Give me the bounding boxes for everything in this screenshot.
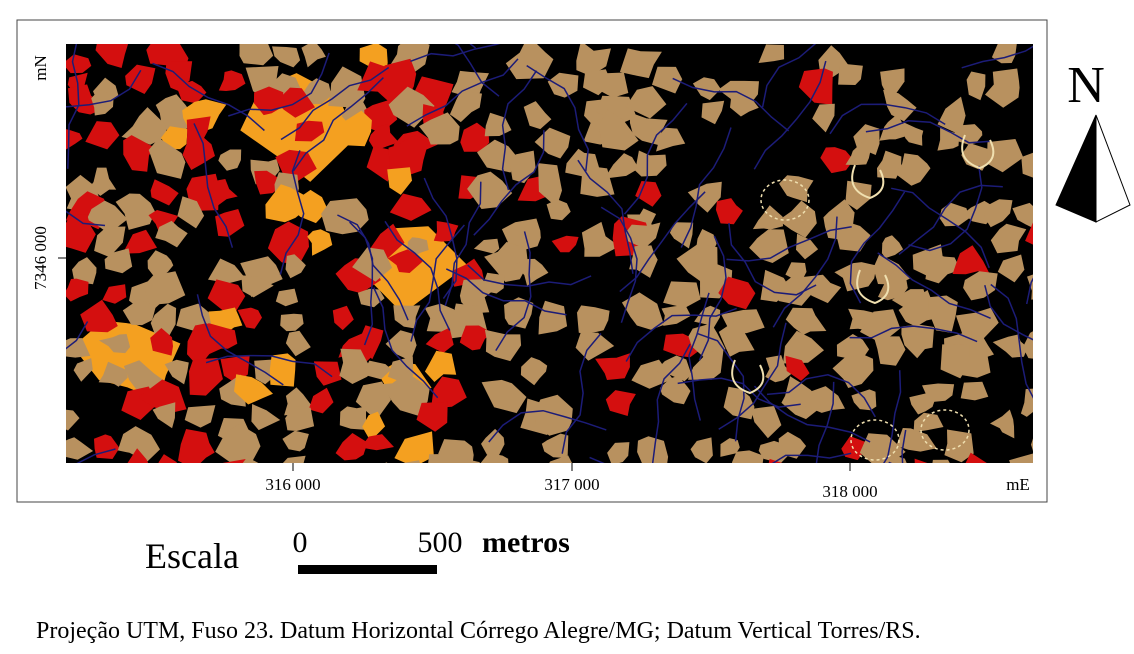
scale-title: Escala — [145, 536, 239, 576]
north-label: N — [1067, 57, 1105, 114]
land-parcel — [1033, 355, 1052, 381]
x-label: 318 000 — [822, 482, 877, 501]
north-arrow-light — [1096, 115, 1130, 222]
x-label: 317 000 — [544, 475, 599, 494]
drainage-line — [889, 462, 983, 544]
scale-end: 500 — [418, 526, 463, 559]
land-parcel — [368, 462, 396, 488]
y-label: 7346 000 — [31, 226, 50, 290]
land-parcel — [1033, 48, 1058, 66]
map-figure: mN 7346 000 316 000 317 000 318 000 mE N… — [0, 0, 1134, 649]
land-parcel — [1035, 255, 1060, 290]
north-arrow-dark — [1056, 115, 1096, 222]
drainage-line — [590, 457, 707, 498]
map-area — [0, 0, 1086, 559]
x-label: 316 000 — [265, 475, 320, 494]
drainage-line — [395, 0, 475, 48]
scale-start: 0 — [293, 526, 308, 559]
land-parcel — [394, 460, 426, 487]
land-parcel — [931, 460, 958, 487]
land-parcel — [596, 467, 633, 486]
land-parcel — [1031, 434, 1057, 455]
x-unit: mE — [1006, 475, 1030, 494]
scale-unit: metros — [482, 526, 570, 559]
y-unit: mN — [31, 55, 50, 81]
land-parcel — [637, 436, 668, 471]
scale-bar — [298, 565, 437, 574]
land-parcel — [732, 450, 764, 483]
caption: Projeção UTM, Fuso 23. Datum Horizontal … — [36, 618, 921, 644]
land-parcel — [1034, 130, 1058, 158]
land-parcel — [96, 466, 126, 489]
